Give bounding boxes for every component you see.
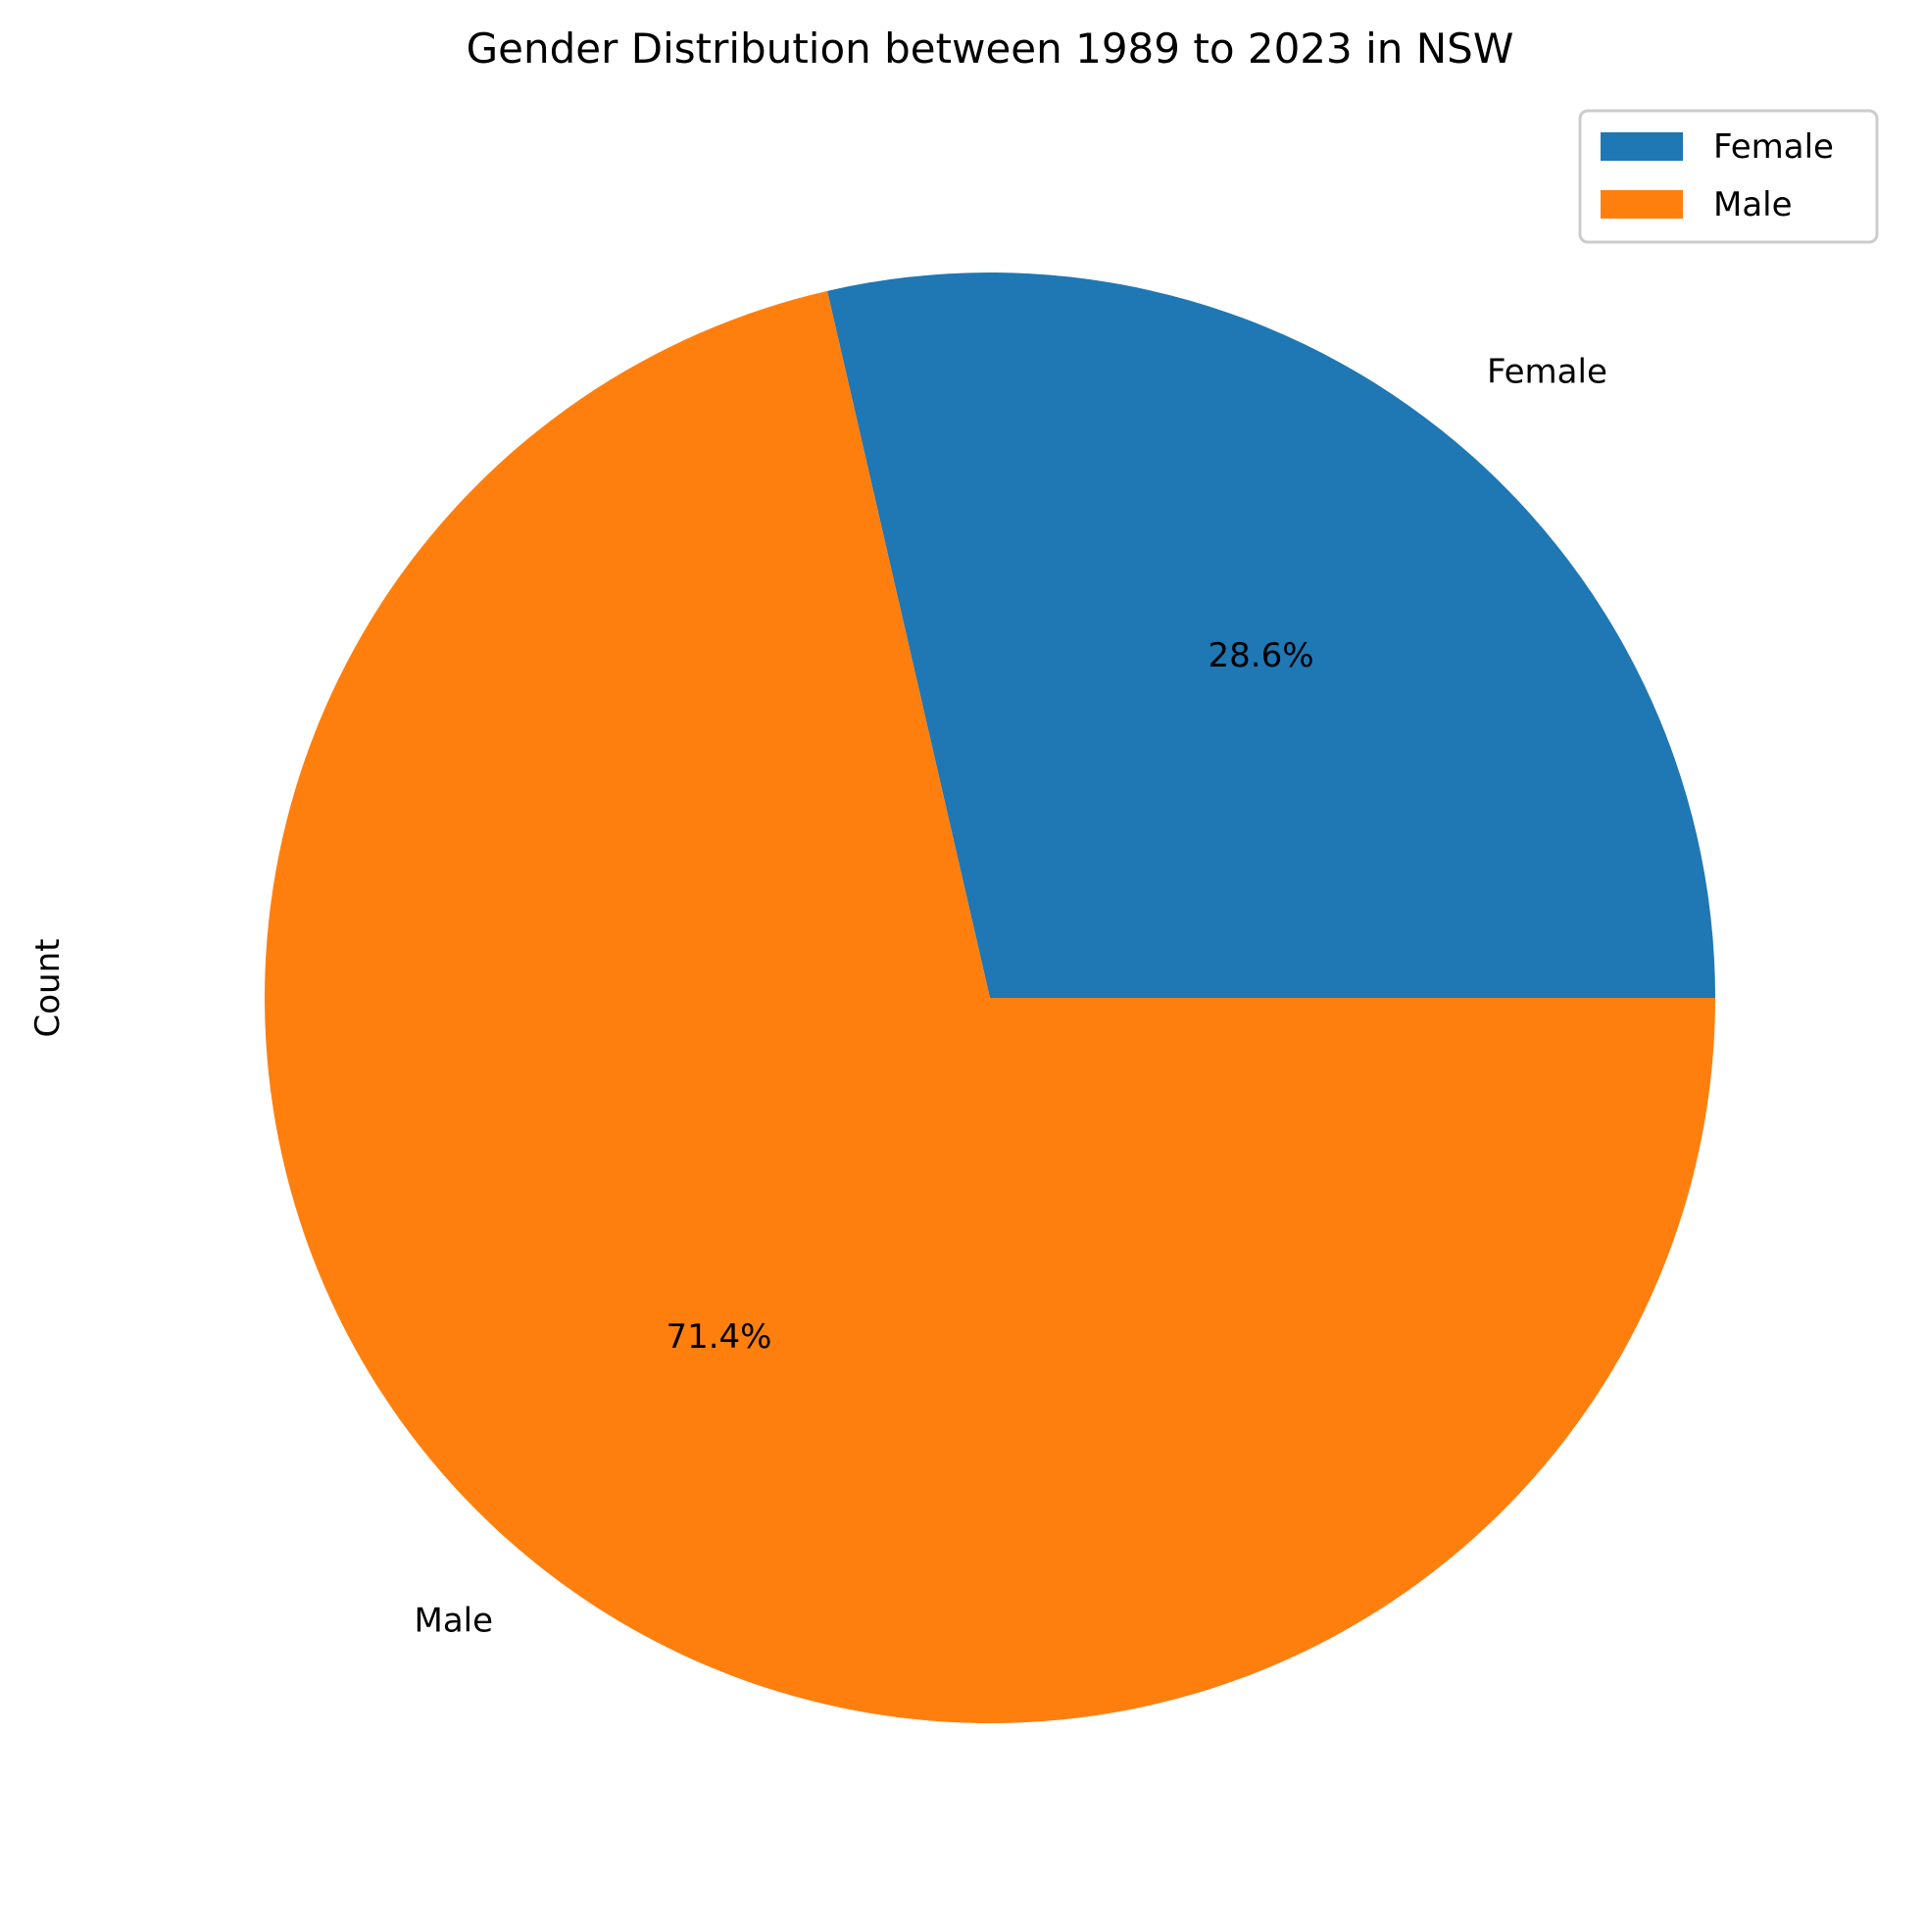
- legend-swatch-male: [1601, 190, 1683, 219]
- legend: Female Male: [1578, 109, 1879, 244]
- chart-title: Gender Distribution between 1989 to 2023…: [467, 25, 1514, 73]
- legend-label-male: Male: [1713, 185, 1793, 224]
- pie-slice-male: [265, 290, 1715, 1724]
- slice-percent-label-male: 71.4%: [666, 1317, 771, 1357]
- legend-label-female: Female: [1713, 127, 1834, 167]
- pie-labels: 28.6% Female 71.4% Male: [415, 353, 1607, 1641]
- y-axis-label: Count: [28, 939, 68, 1038]
- slice-percent-label-female: 28.6%: [1209, 636, 1314, 675]
- pie-slices: [265, 272, 1715, 1724]
- slice-category-label-female: Female: [1487, 353, 1607, 392]
- legend-swatch-female: [1601, 132, 1683, 161]
- slice-category-label-male: Male: [415, 1601, 494, 1640]
- pie-slice-female: [827, 272, 1715, 999]
- legend-entry-female: Female: [1601, 127, 1834, 167]
- legend-entry-male: Male: [1601, 185, 1793, 224]
